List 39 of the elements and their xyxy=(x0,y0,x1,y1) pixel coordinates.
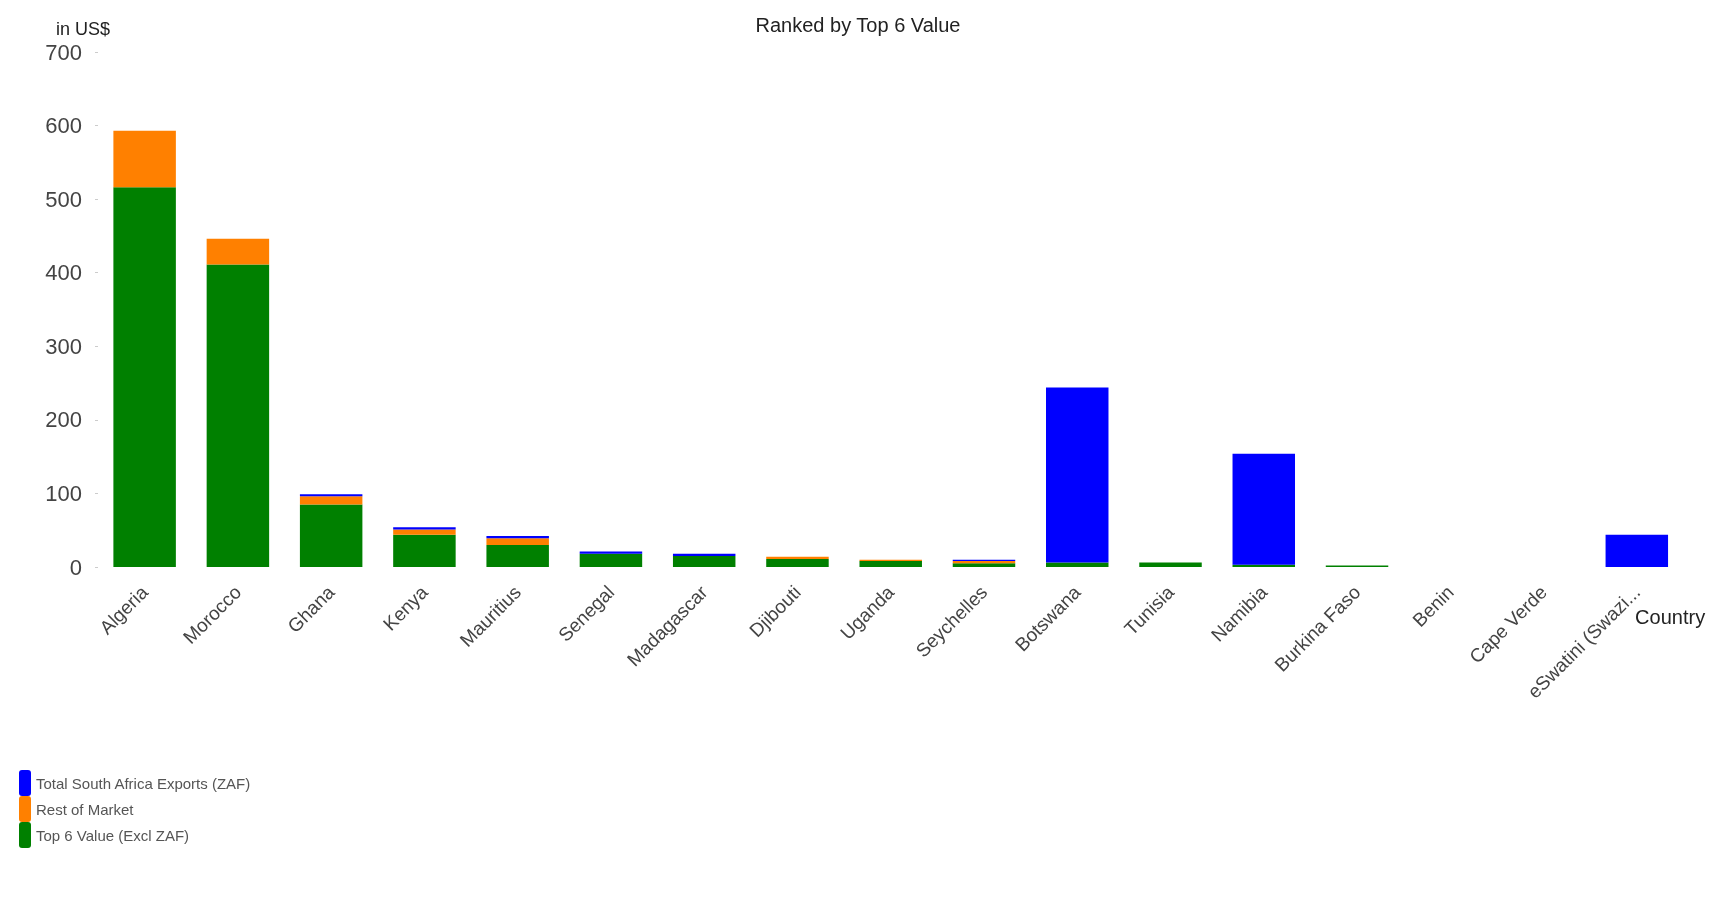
bar xyxy=(766,558,829,567)
bar xyxy=(393,534,456,567)
bar xyxy=(206,238,270,265)
bar xyxy=(486,536,549,539)
bar xyxy=(1232,564,1296,567)
bar xyxy=(1232,453,1296,565)
y-tick-label: 500 xyxy=(45,186,82,212)
bar xyxy=(393,529,456,535)
bar xyxy=(486,544,549,567)
bar xyxy=(1605,534,1669,567)
legend-label: Top 6 Value (Excl ZAF) xyxy=(36,826,190,844)
bar xyxy=(672,553,736,556)
bar xyxy=(299,496,363,505)
y-tick-label: 300 xyxy=(45,333,82,359)
bar xyxy=(393,527,456,530)
bar xyxy=(859,561,922,567)
bar xyxy=(579,551,643,554)
y-tick-label: 600 xyxy=(45,113,82,139)
bar xyxy=(206,264,270,567)
bar xyxy=(579,553,643,567)
bar xyxy=(299,504,363,567)
y-tick-label: 200 xyxy=(45,407,82,433)
bar xyxy=(766,556,829,559)
y-tick-label: 700 xyxy=(45,39,82,65)
y-tick-label: 400 xyxy=(45,260,82,286)
y-axis-title: in US$ xyxy=(55,19,111,39)
bar xyxy=(1046,387,1109,563)
chart-title: Ranked by Top 6 Value xyxy=(755,14,961,36)
bar xyxy=(113,130,176,188)
bar xyxy=(486,538,549,545)
bar xyxy=(1139,562,1202,567)
bar xyxy=(672,555,736,567)
legend-label: Rest of Market xyxy=(36,800,135,818)
legend-label: Total South Africa Exports (ZAF) xyxy=(36,774,251,792)
y-tick-label: 100 xyxy=(45,480,82,506)
y-tick-label: 0 xyxy=(69,554,82,580)
bar xyxy=(299,494,363,497)
bar xyxy=(1046,562,1109,567)
bar xyxy=(113,187,176,567)
